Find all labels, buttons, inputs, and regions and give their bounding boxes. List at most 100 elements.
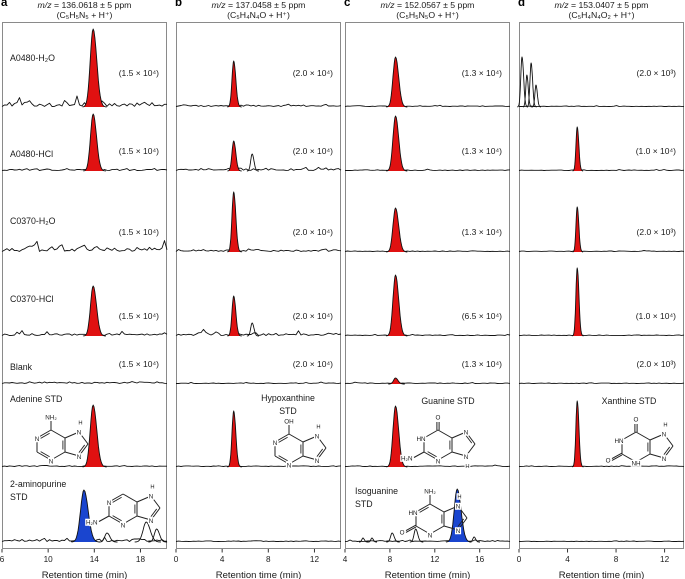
peak-black xyxy=(386,532,400,543)
bond xyxy=(108,515,124,525)
peak-black xyxy=(469,536,480,543)
text-label: N xyxy=(35,436,40,443)
bond xyxy=(437,451,453,461)
panel-c-formula: (C₅H₅N₅O + H⁺) xyxy=(396,10,459,20)
trace-line xyxy=(175,465,342,467)
trace-line xyxy=(175,165,342,171)
chromatogram-row-2: (1.3 × 10⁴) xyxy=(345,115,511,172)
text-label: NH xyxy=(631,461,641,468)
panel-border xyxy=(2,22,167,549)
text-label: H xyxy=(150,485,154,491)
bond xyxy=(621,431,637,441)
trace-line xyxy=(1,330,168,336)
bond xyxy=(635,453,651,463)
axis-tick-label: 6 xyxy=(0,555,5,564)
intensity-scale-label: (2.0 × 10⁴) xyxy=(293,68,333,78)
bond xyxy=(429,503,445,513)
bond xyxy=(429,525,445,535)
trace-line xyxy=(1,381,168,384)
bond xyxy=(427,451,437,458)
text-label: H xyxy=(663,423,667,429)
bond xyxy=(316,435,327,449)
text-label: N xyxy=(107,500,112,507)
intensity-scale-label: (6.5 × 10⁴) xyxy=(462,311,502,321)
intensity-scale-label: (1.0 × 10⁴) xyxy=(636,146,676,156)
peak-black xyxy=(516,56,528,108)
trace-line xyxy=(344,104,511,107)
row-label: Adenine STD xyxy=(10,394,62,404)
row-label: 2-aminopurine xyxy=(10,479,66,489)
chromatogram-row-4: (6.5 × 10⁴) xyxy=(344,274,511,337)
bond xyxy=(413,451,425,458)
bond xyxy=(64,451,80,457)
peak-red xyxy=(82,28,107,108)
bond xyxy=(36,451,52,461)
chromatogram-row-6: Hypoxanthine STD xyxy=(175,393,342,468)
panel-a-x-axis-label: Retention time (min) xyxy=(41,570,128,579)
row-label: STD xyxy=(10,492,28,502)
text-label: N xyxy=(149,494,154,501)
text-label: N xyxy=(662,456,667,463)
panel-d: d m/z = 153.0407 ± 5 ppm (C₅H₄N₄O₂ + H⁺)… xyxy=(516,0,685,579)
bond xyxy=(150,495,161,509)
trace-line xyxy=(175,248,342,252)
trace-line xyxy=(519,105,684,107)
bond xyxy=(274,433,290,443)
chromatogram-row-6: Xanthine STD xyxy=(518,396,685,468)
bond xyxy=(288,433,304,443)
intensity-scale-label: (2.0 × 10⁴) xyxy=(293,146,333,156)
intensity-scale-label: (1.5 × 10⁴) xyxy=(119,311,159,321)
intensity-scale-label: (1.3 × 10⁴) xyxy=(462,227,502,237)
text-label: NH₂ xyxy=(45,415,57,422)
peak-black xyxy=(522,74,533,108)
axis-tick-label: 8 xyxy=(266,555,271,564)
panel-d-chromatogram: (2.0 × 10³) (1.0 × 10⁴) (2.0 × 10³) (1.0 × … xyxy=(516,22,685,564)
bond xyxy=(40,432,50,439)
bond xyxy=(122,493,138,503)
panel-a-header: a m/z = 136.0618 ± 5 ppm (C₅H₅N₅ + H⁺) xyxy=(1,0,167,22)
axis-tick-label: 12 xyxy=(430,555,440,564)
bond xyxy=(278,455,288,462)
panel-a-title: m/z = 136.0618 ± 5 ppm xyxy=(37,0,132,10)
row-label: Guanine STD xyxy=(421,396,474,406)
bond xyxy=(405,526,417,533)
intensity-scale-label: (2.0 × 10³) xyxy=(637,68,677,78)
trace-line xyxy=(518,382,685,384)
peak-red xyxy=(385,405,408,468)
text-label: N xyxy=(287,463,292,470)
bond xyxy=(419,506,429,513)
bond xyxy=(457,518,465,527)
peak-red xyxy=(388,377,405,385)
chromatogram-row-4: C0370-HCl (1.5 × 10⁴) xyxy=(1,285,168,337)
trace-line xyxy=(518,540,685,542)
row-label: Blank xyxy=(10,362,33,372)
text-label: H₂N xyxy=(401,456,413,463)
axis-tick-label: 12 xyxy=(660,555,670,564)
bond xyxy=(663,433,674,447)
panel-b-header: b m/z = 137.0458 ± 5 ppm (C₅H₄N₄O + H⁺) xyxy=(175,0,341,22)
chromatogram-row-7 xyxy=(175,540,342,542)
text-label: N xyxy=(121,523,126,530)
bond xyxy=(423,429,439,439)
bond xyxy=(98,515,110,522)
chromatogram-row-3: (1.3 × 10⁴) xyxy=(344,207,511,253)
bond xyxy=(649,433,665,441)
bond xyxy=(405,524,417,532)
peak-red xyxy=(82,113,106,172)
peak-red xyxy=(82,285,106,337)
peak-red xyxy=(226,60,242,108)
bond xyxy=(274,455,290,465)
bond xyxy=(611,454,623,461)
intensity-scale-label: (1.3 × 10⁴) xyxy=(462,359,502,369)
chromatogram-row-5: (2.0 × 10³) xyxy=(518,359,685,384)
row-label: Hypoxanthine xyxy=(261,393,315,403)
peak-black xyxy=(367,537,378,543)
bond xyxy=(457,517,468,531)
trace-line xyxy=(344,250,511,252)
panel-b-formula: (C₅H₄N₄O + H⁺) xyxy=(227,10,290,20)
bond xyxy=(611,452,623,460)
peak-red xyxy=(571,267,584,337)
intensity-scale-label: (2.0 × 10⁴) xyxy=(293,227,333,237)
axis-tick-label: 18 xyxy=(136,555,146,564)
